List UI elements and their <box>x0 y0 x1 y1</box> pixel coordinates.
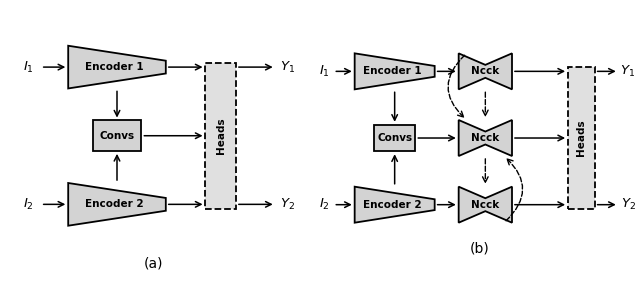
Text: $Y_2$: $Y_2$ <box>280 197 295 212</box>
Polygon shape <box>459 187 512 223</box>
Text: $Y_1$: $Y_1$ <box>280 59 295 75</box>
Text: Encoder 2: Encoder 2 <box>84 199 143 209</box>
Text: Ncck: Ncck <box>471 200 499 210</box>
Bar <box>374 125 415 151</box>
Polygon shape <box>68 46 166 88</box>
Polygon shape <box>459 53 512 89</box>
Text: (b): (b) <box>470 242 490 256</box>
Bar <box>205 63 236 209</box>
Text: $I_2$: $I_2$ <box>23 197 34 212</box>
Text: $Y_1$: $Y_1$ <box>620 64 636 79</box>
Text: $I_2$: $I_2$ <box>319 197 330 212</box>
Text: $I_1$: $I_1$ <box>23 59 34 75</box>
Text: Encoder 1: Encoder 1 <box>363 66 421 76</box>
Text: (a): (a) <box>144 257 163 271</box>
Bar <box>568 67 595 209</box>
Polygon shape <box>355 53 435 89</box>
Text: Ncck: Ncck <box>471 66 499 76</box>
Polygon shape <box>459 120 512 156</box>
Text: Convs: Convs <box>99 131 134 141</box>
Polygon shape <box>355 187 435 223</box>
Text: Heads: Heads <box>577 120 586 156</box>
Text: $Y_2$: $Y_2$ <box>621 197 636 212</box>
Text: Encoder 2: Encoder 2 <box>363 200 421 210</box>
Polygon shape <box>68 183 166 226</box>
Text: Encoder 1: Encoder 1 <box>84 62 143 72</box>
Bar <box>93 120 141 151</box>
Text: $I_1$: $I_1$ <box>319 64 330 79</box>
Text: Convs: Convs <box>377 133 412 143</box>
Text: Heads: Heads <box>216 117 226 154</box>
Text: Ncck: Ncck <box>471 133 499 143</box>
